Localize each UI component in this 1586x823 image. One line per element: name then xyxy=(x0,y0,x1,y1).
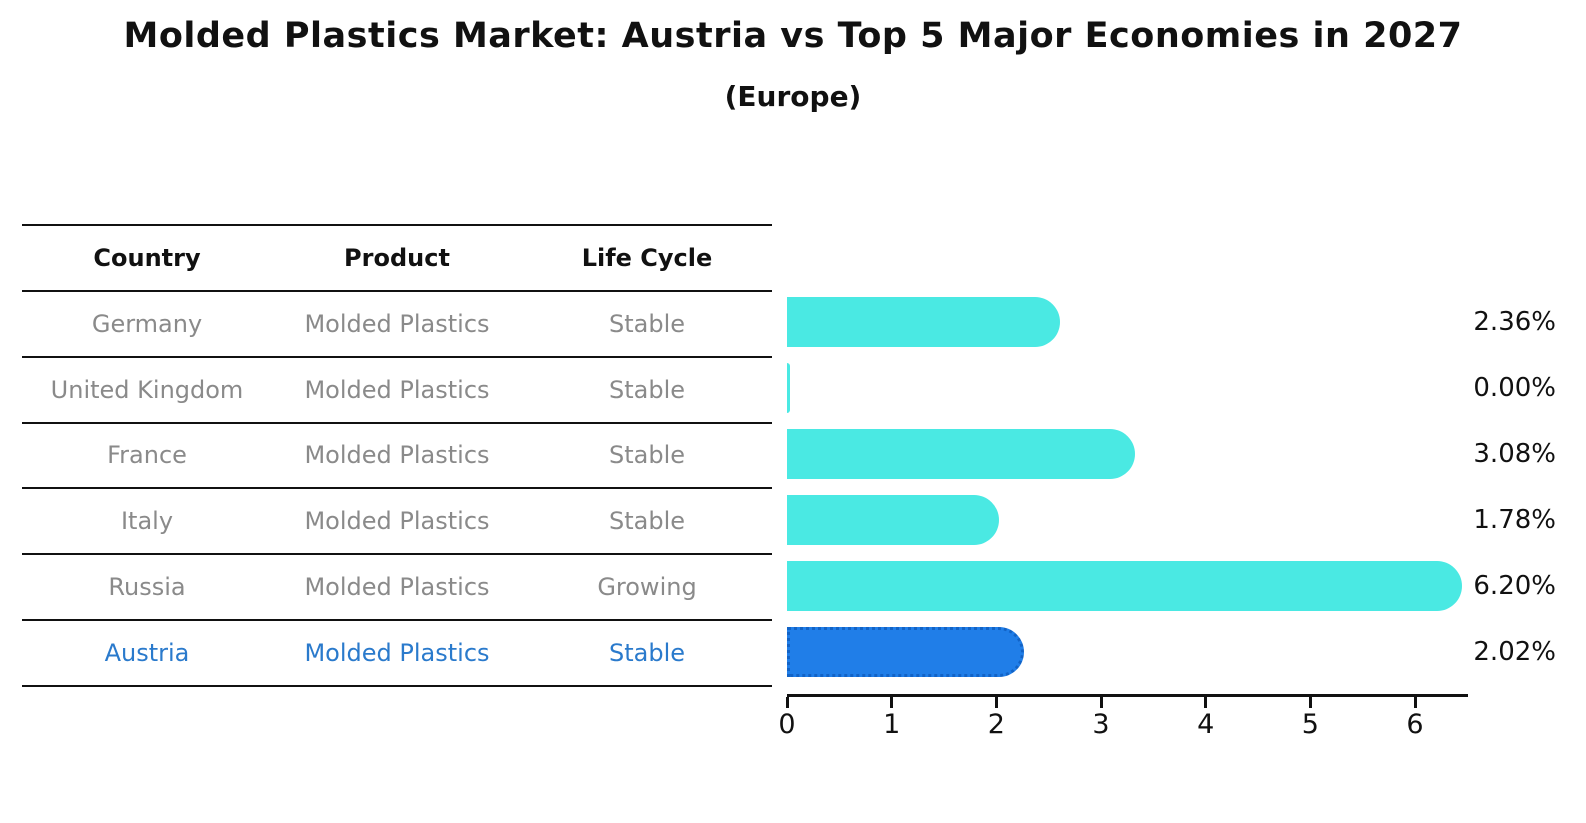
value-label: 2.36% xyxy=(1473,307,1556,338)
table-header-cell: Country xyxy=(93,243,201,272)
x-axis-tick-label: 3 xyxy=(1092,709,1110,740)
bar-italy xyxy=(787,494,1000,545)
x-axis-tick-label: 5 xyxy=(1301,709,1319,740)
table-row: Russia Molded Plastics Growing xyxy=(22,553,772,619)
table-row: France Molded Plastics Stable xyxy=(22,421,772,488)
table-row: Germany Molded Plastics Stable xyxy=(22,289,772,356)
table-cell-product: Molded Plastics xyxy=(304,573,490,602)
bar-germany xyxy=(787,297,1061,348)
x-axis-tick xyxy=(1308,697,1312,708)
table-row: Italy Molded Plastics Stable xyxy=(22,487,772,553)
table-cell-life-cycle: Stable xyxy=(608,638,686,667)
bar-france xyxy=(787,429,1136,480)
table-cell-product: Molded Plastics xyxy=(304,309,490,338)
table-cell-life-cycle: Stable xyxy=(608,375,686,404)
table-header-cell: Product xyxy=(344,243,450,272)
chart-subtitle: (Europe) xyxy=(724,80,862,113)
table-header-row: Country Product Life Cycle xyxy=(22,224,772,290)
table-cell-product: Molded Plastics xyxy=(304,441,490,470)
x-axis-tick-label: 2 xyxy=(987,709,1005,740)
table-cell-country: Germany xyxy=(91,309,203,338)
x-axis-tick xyxy=(1204,697,1208,708)
x-axis-tick xyxy=(994,697,998,708)
table-cell-life-cycle: Growing xyxy=(597,573,697,602)
value-label: 1.78% xyxy=(1473,504,1556,535)
table-cell-country: Austria xyxy=(104,638,190,667)
comparison-table: Country Product Life Cycle Germany Molded Pl… xyxy=(22,224,772,687)
table-cell-country: United Kingdom xyxy=(50,375,244,404)
table-cell-life-cycle: Stable xyxy=(608,441,686,470)
table-cell-life-cycle: Stable xyxy=(608,309,686,338)
table-cell-life-cycle: Stable xyxy=(608,507,686,536)
chart-title: Molded Plastics Market: Austria vs Top 5… xyxy=(123,16,1463,56)
x-axis-tick-label: 0 xyxy=(778,709,796,740)
table-cell-product: Molded Plastics xyxy=(304,638,490,667)
table-cell-product: Molded Plastics xyxy=(304,375,490,404)
bar-austria-highlight xyxy=(787,626,1025,677)
table-cell-product: Molded Plastics xyxy=(304,507,490,536)
table-cell-country: Russia xyxy=(108,573,186,602)
value-label: 3.08% xyxy=(1473,439,1556,470)
x-axis-tick xyxy=(1413,697,1417,708)
x-axis-tick xyxy=(890,697,894,708)
table-cell-country: Italy xyxy=(120,507,174,536)
value-label: 2.02% xyxy=(1473,636,1556,667)
bar-united-kingdom xyxy=(787,363,790,414)
x-axis-tick-label: 6 xyxy=(1406,709,1424,740)
x-axis-tick xyxy=(785,697,789,708)
table-row: Austria Molded Plastics Stable xyxy=(22,619,772,685)
value-label: 0.00% xyxy=(1473,373,1556,404)
x-axis-tick-label: 4 xyxy=(1197,709,1215,740)
value-label: 6.20% xyxy=(1473,570,1556,601)
x-axis-line xyxy=(787,694,1468,697)
table-row: United Kingdom Molded Plastics Stable xyxy=(22,355,772,422)
x-axis-tick-label: 1 xyxy=(883,709,901,740)
bar-russia xyxy=(787,560,1462,611)
table-header-cell: Life Cycle xyxy=(581,243,713,272)
x-axis-tick xyxy=(1099,697,1103,708)
table-cell-country: France xyxy=(107,441,187,470)
